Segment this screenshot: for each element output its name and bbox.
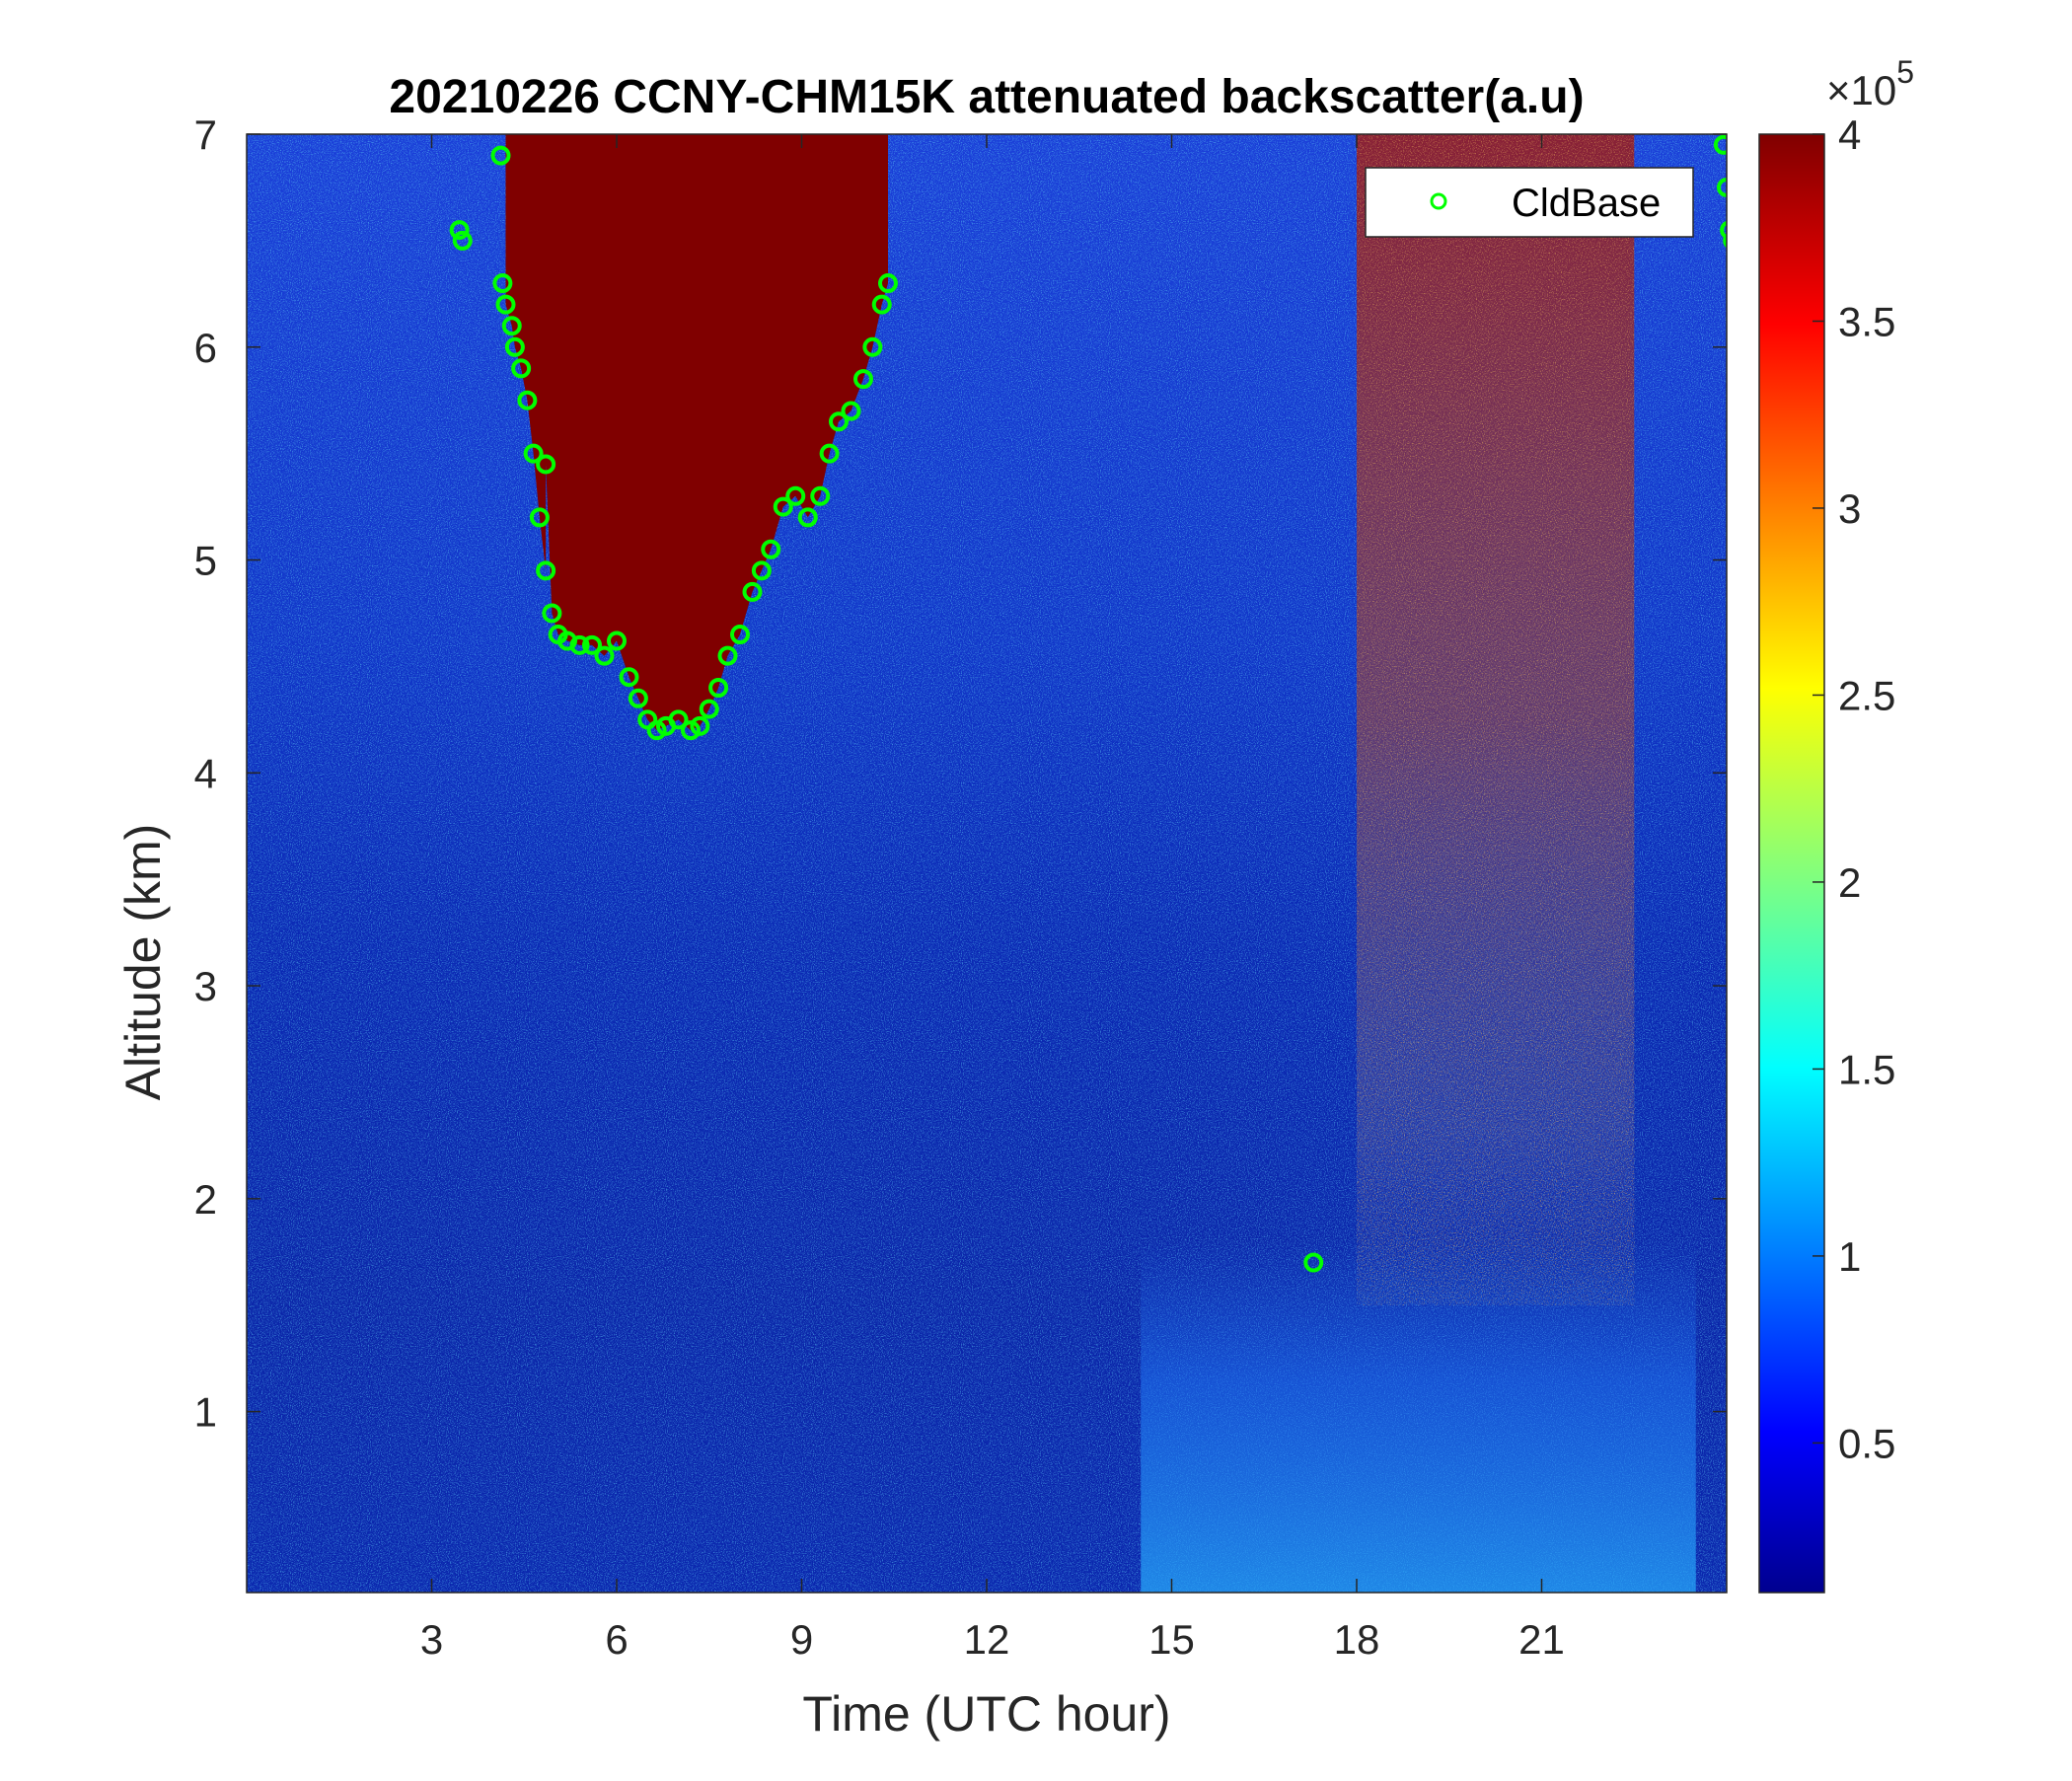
cldbase-point — [1713, 134, 1727, 155]
cldbase-point — [1303, 1252, 1324, 1273]
cldbase-point — [594, 645, 615, 666]
cldbase-point — [810, 485, 831, 506]
cldbase-point — [619, 667, 639, 688]
colorbar-tick-label: 1.5 — [1838, 1046, 1895, 1092]
cldbase-point — [452, 230, 473, 251]
colorbar-tick-label: 4 — [1838, 111, 1861, 158]
y-tick-label: 6 — [194, 325, 217, 371]
cldbase-point — [871, 294, 892, 315]
colorbar-tick-label: 3 — [1838, 485, 1861, 532]
y-tick-label: 5 — [194, 538, 217, 584]
x-tick-label: 18 — [1334, 1616, 1380, 1663]
colorbar-multiplier-base: ×10 — [1826, 67, 1896, 113]
region-aerosol-layer — [1357, 134, 1635, 1305]
cldbase-point — [542, 603, 562, 624]
cldbase-point — [517, 390, 538, 410]
cldbase-point — [841, 401, 861, 421]
region-aerosol-noise — [1357, 134, 1635, 1305]
cldbase-point — [829, 411, 849, 432]
y-tick-label: 2 — [194, 1176, 217, 1223]
cldbase-point — [1717, 177, 1727, 197]
y-axis-label: Altitude (km) — [115, 824, 171, 1101]
cldbase-point — [628, 688, 648, 708]
x-tick-label: 21 — [1518, 1616, 1565, 1663]
cldbase-point — [761, 539, 781, 559]
cldbase-point — [862, 336, 883, 357]
colorbar-tick-label: 0.5 — [1838, 1420, 1895, 1466]
cldbase-point — [511, 358, 532, 379]
cldbase-point — [699, 699, 719, 719]
cldbase-point — [1723, 233, 1727, 249]
cldbase-point — [529, 507, 550, 528]
cldbase-point — [504, 336, 525, 357]
cldbase-point — [646, 720, 667, 741]
legend-entry-cldbase: CldBase — [1512, 182, 1661, 225]
region-saturated-cloud — [505, 134, 888, 731]
cldbase-point — [1720, 220, 1727, 240]
colorbar-tick-label: 1 — [1838, 1233, 1861, 1280]
cldbase-point — [878, 273, 898, 294]
cldbase-point — [785, 485, 806, 506]
cldbase-point — [681, 720, 701, 741]
x-tick-label: 12 — [964, 1616, 1010, 1663]
x-tick-label: 9 — [790, 1616, 813, 1663]
legend-marker-cldbase — [1430, 192, 1447, 210]
y-tick-label: 4 — [194, 750, 217, 796]
x-tick-label: 3 — [420, 1616, 443, 1663]
cldbase-point — [492, 273, 513, 294]
x-tick-label: 15 — [1148, 1616, 1195, 1663]
cldbase-point — [742, 581, 763, 602]
cldbase-point — [751, 560, 772, 581]
y-tick-label: 7 — [194, 111, 217, 158]
chart-title: 20210226 CCNY-CHM15K attenuated backscat… — [389, 71, 1584, 123]
plot-area — [247, 134, 1727, 1593]
colorbar-tick-label: 2.5 — [1838, 672, 1895, 718]
cldbase-point — [819, 443, 840, 464]
cldbase-point — [668, 709, 689, 730]
cldbase-points — [449, 134, 1727, 1273]
cldbase-point — [730, 625, 750, 645]
cldbase-point — [536, 560, 556, 581]
x-axis-label: Time (UTC hour) — [802, 1686, 1170, 1742]
cldbase-point — [717, 645, 738, 666]
x-axis-ticks: 3 6 9 12 15 18 21 — [420, 134, 1565, 1663]
y-axis-ticks: 1 2 3 4 5 6 7 — [194, 111, 1727, 1436]
cldbase-point — [536, 454, 556, 475]
cldbase-point — [708, 677, 729, 698]
cldbase-point — [490, 145, 511, 166]
colorbar-gradient — [1758, 133, 1825, 1594]
cldbase-point — [773, 496, 793, 517]
colorbar-tick-label: 2 — [1838, 859, 1861, 906]
cldbase-point — [569, 634, 590, 655]
legend-box — [1365, 167, 1694, 238]
cldbase-point — [449, 220, 470, 241]
cldbase-point — [853, 369, 873, 390]
cldbase-point — [797, 507, 818, 528]
y-tick-label: 3 — [194, 963, 217, 1009]
x-tick-label: 6 — [605, 1616, 628, 1663]
cldbase-point — [501, 316, 522, 336]
colorbar-ticks: 0.5 1 1.5 2 2.5 3 3.5 4 — [1813, 111, 1895, 1466]
cldbase-point — [495, 294, 516, 315]
cldbase-point — [523, 443, 544, 464]
y-tick-label: 1 — [194, 1389, 217, 1436]
colorbar-multiplier: ×105 — [1826, 54, 1914, 113]
colorbar-tick-label: 3.5 — [1838, 298, 1895, 344]
legend: CldBase — [1365, 167, 1694, 238]
cldbase-point — [607, 631, 627, 651]
colorbar-multiplier-exponent: 5 — [1896, 54, 1914, 90]
cldbase-point — [690, 715, 710, 736]
colorbar: 0.5 1 1.5 2 2.5 3 3.5 4 ×105 — [1758, 54, 1914, 1594]
regions-layer — [505, 134, 1696, 1593]
cldbase-point — [582, 634, 602, 655]
boundary-layer-glow — [1141, 1240, 1696, 1593]
